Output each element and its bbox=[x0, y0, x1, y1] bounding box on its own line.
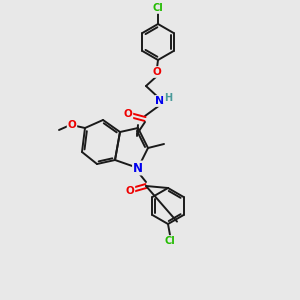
Text: O: O bbox=[124, 109, 132, 119]
Text: Cl: Cl bbox=[153, 3, 164, 13]
Text: O: O bbox=[126, 186, 134, 196]
Text: N: N bbox=[155, 96, 165, 106]
Text: Cl: Cl bbox=[165, 236, 176, 246]
Text: O: O bbox=[68, 120, 76, 130]
Text: H: H bbox=[164, 93, 172, 103]
Text: N: N bbox=[133, 161, 143, 175]
Text: O: O bbox=[153, 67, 161, 77]
